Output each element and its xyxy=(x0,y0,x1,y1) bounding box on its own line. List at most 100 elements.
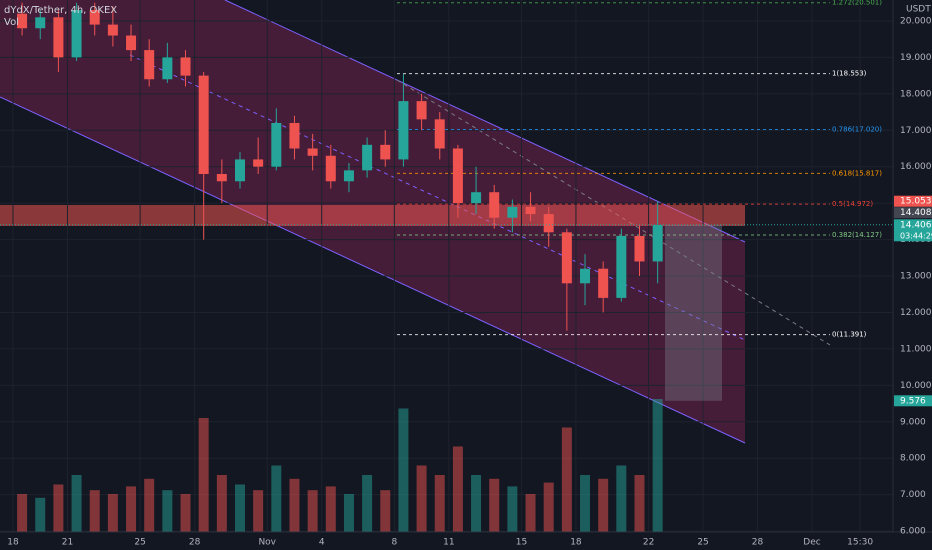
candle-body xyxy=(144,50,155,80)
price-tag xyxy=(894,395,932,407)
y-tick-label: 9.000 xyxy=(900,417,926,427)
candle-body xyxy=(543,214,554,233)
volume-bar xyxy=(343,494,354,532)
candle-body xyxy=(126,35,137,51)
y-tick-label: 18.000 xyxy=(900,89,932,99)
candle-body xyxy=(616,235,627,298)
volume-bar xyxy=(234,484,245,532)
candle-body xyxy=(107,24,118,36)
price-tag-label: 14.408 xyxy=(900,208,932,218)
volume-bar xyxy=(652,399,663,532)
candle-body xyxy=(89,10,100,25)
fib-label: 0.5(14.972) xyxy=(832,200,873,208)
fib-label: 1.272(20.501) xyxy=(832,0,882,7)
candle-body xyxy=(289,122,300,149)
x-tick-label: 18 xyxy=(7,538,19,548)
candle-body xyxy=(343,170,354,182)
channel-mid xyxy=(129,54,746,341)
volume-bar xyxy=(380,490,391,532)
candle-body xyxy=(271,122,282,167)
volume-bar xyxy=(325,486,336,532)
x-tick-label: Dec xyxy=(803,538,820,548)
volume-bar xyxy=(580,475,591,532)
x-tick-label: 15:30 xyxy=(847,538,873,548)
candle-body xyxy=(307,148,318,156)
candle-body xyxy=(471,192,482,204)
candle-body xyxy=(216,173,227,182)
y-tick-label: 13.000 xyxy=(900,272,932,282)
volume-bar xyxy=(253,490,264,532)
x-tick-label: 15 xyxy=(516,538,527,548)
volume-bar xyxy=(434,475,445,532)
volume-bar xyxy=(162,490,173,532)
x-tick-label: 25 xyxy=(134,538,145,548)
projection-box xyxy=(665,224,722,401)
candle-body xyxy=(598,268,609,298)
volume-bar xyxy=(35,497,46,532)
candle-body xyxy=(380,144,391,160)
countdown-label: 03:44:29 xyxy=(900,231,932,240)
volume-bar xyxy=(471,475,482,532)
candle-body xyxy=(35,17,46,29)
x-tick-label: Nov xyxy=(258,538,276,548)
x-tick-label: 28 xyxy=(189,538,201,548)
volume-bar xyxy=(507,486,518,532)
volume-bar xyxy=(543,482,554,532)
price-tag xyxy=(894,207,932,219)
candle-body xyxy=(198,75,209,174)
volume-bar xyxy=(89,490,100,532)
x-tick-label: 22 xyxy=(643,538,654,548)
fib-label: 0.382(14.127) xyxy=(832,231,882,239)
candle-body xyxy=(452,148,463,204)
candle-body xyxy=(489,192,500,218)
volume-label: Vol xyxy=(4,17,19,28)
plot: 1.272(20.501) 1(18.553) 0.786(17.020) 0.618… xyxy=(0,0,893,532)
candle-body xyxy=(162,57,173,80)
candle-body xyxy=(561,232,572,284)
candle-body xyxy=(180,57,191,76)
x-tick-label: 25 xyxy=(697,538,708,548)
volume-bar xyxy=(216,475,227,532)
volume-bar xyxy=(616,465,627,532)
y-tick-label: 10.000 xyxy=(900,381,932,391)
volume-bar xyxy=(53,484,64,532)
candle-body xyxy=(234,159,245,182)
y-tick-label: 8.000 xyxy=(900,454,926,464)
x-tick-label: 21 xyxy=(62,538,73,548)
volume-bar xyxy=(198,418,209,532)
volume-bar xyxy=(598,478,609,532)
candle-body xyxy=(507,206,518,218)
candle-body xyxy=(416,101,427,120)
volume-bar xyxy=(126,486,137,532)
volume-bar xyxy=(180,494,191,532)
x-tick-label: 11 xyxy=(443,538,454,548)
fib-label: 1(18.553) xyxy=(832,70,867,78)
volume-bar xyxy=(271,465,282,532)
y-tick-label: 6.000 xyxy=(900,527,926,537)
unit-label: USDT xyxy=(906,5,931,15)
volume-bar xyxy=(489,478,500,532)
x-tick-label: 28 xyxy=(752,538,764,548)
x-tick-label: 4 xyxy=(319,538,325,548)
volume-bar xyxy=(452,446,463,532)
candle-body xyxy=(580,268,591,284)
x-tick-label: 8 xyxy=(391,538,397,548)
candle-body xyxy=(253,159,264,167)
y-tick-label: 7.000 xyxy=(900,490,926,500)
volume-bar xyxy=(17,494,28,532)
candle-body xyxy=(325,155,336,182)
fib-label: 0(11.391) xyxy=(832,331,867,339)
volume-bar xyxy=(289,478,300,532)
fib-label: 0.618(15.817) xyxy=(832,169,882,177)
y-tick-label: 16.000 xyxy=(900,162,932,172)
y-tick-label: 19.000 xyxy=(900,53,932,63)
candle-body xyxy=(17,13,28,29)
price-tag xyxy=(894,195,932,207)
volume-bar xyxy=(107,494,118,532)
candle-body xyxy=(53,17,64,58)
volume-bar xyxy=(362,475,373,532)
y-tick-label: 17.000 xyxy=(900,126,932,136)
x-tick-label: 18 xyxy=(570,538,582,548)
resistance-zone xyxy=(0,205,745,226)
